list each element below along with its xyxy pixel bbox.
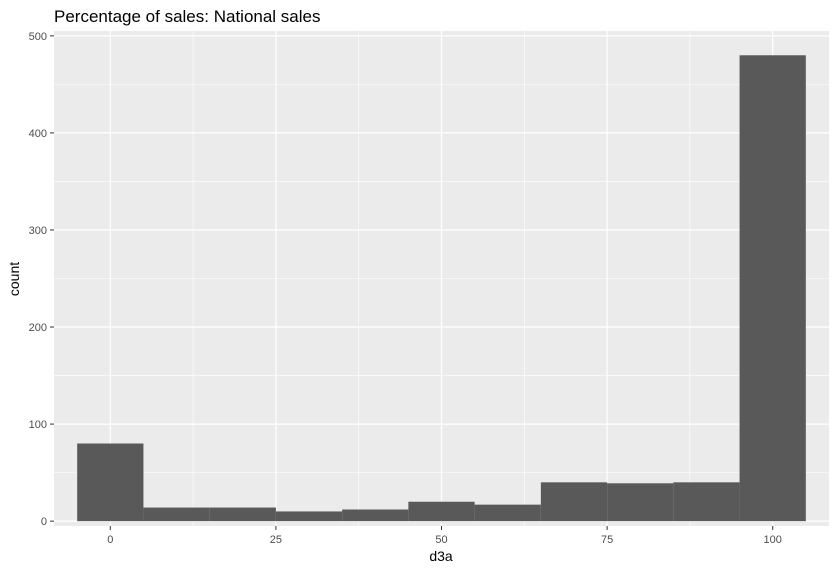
x-tick-label: 25 — [270, 534, 282, 546]
histogram-bar — [408, 501, 475, 522]
histogram-bar — [209, 507, 276, 522]
x-axis: 0 25 50 75 100 — [107, 526, 782, 546]
histogram-bar — [143, 507, 210, 522]
y-tick-label: 0 — [41, 516, 47, 528]
y-axis: 0 100 200 300 400 500 — [29, 31, 54, 528]
histogram-bar — [540, 482, 608, 522]
histogram-bar — [474, 504, 541, 522]
histogram-bars — [77, 55, 806, 522]
x-axis-title: d3a — [429, 548, 453, 564]
histogram-bar — [275, 511, 343, 522]
x-tick-label: 0 — [107, 534, 113, 546]
y-tick-label: 400 — [29, 128, 47, 140]
y-tick-label: 300 — [29, 225, 47, 237]
histogram-bar — [342, 509, 409, 522]
histogram-bar — [77, 443, 144, 522]
x-tick-label: 50 — [435, 534, 447, 546]
histogram-bar — [607, 483, 674, 522]
x-tick-label: 100 — [764, 534, 782, 546]
y-axis-title: count — [6, 262, 22, 296]
chart-title: Percentage of sales: National sales — [54, 7, 321, 26]
y-tick-label: 100 — [29, 419, 47, 431]
y-tick-label: 200 — [29, 322, 47, 334]
y-tick-label: 500 — [29, 31, 47, 43]
histogram-bar — [673, 482, 740, 522]
histogram-bar — [739, 55, 806, 522]
x-tick-label: 75 — [601, 534, 613, 546]
